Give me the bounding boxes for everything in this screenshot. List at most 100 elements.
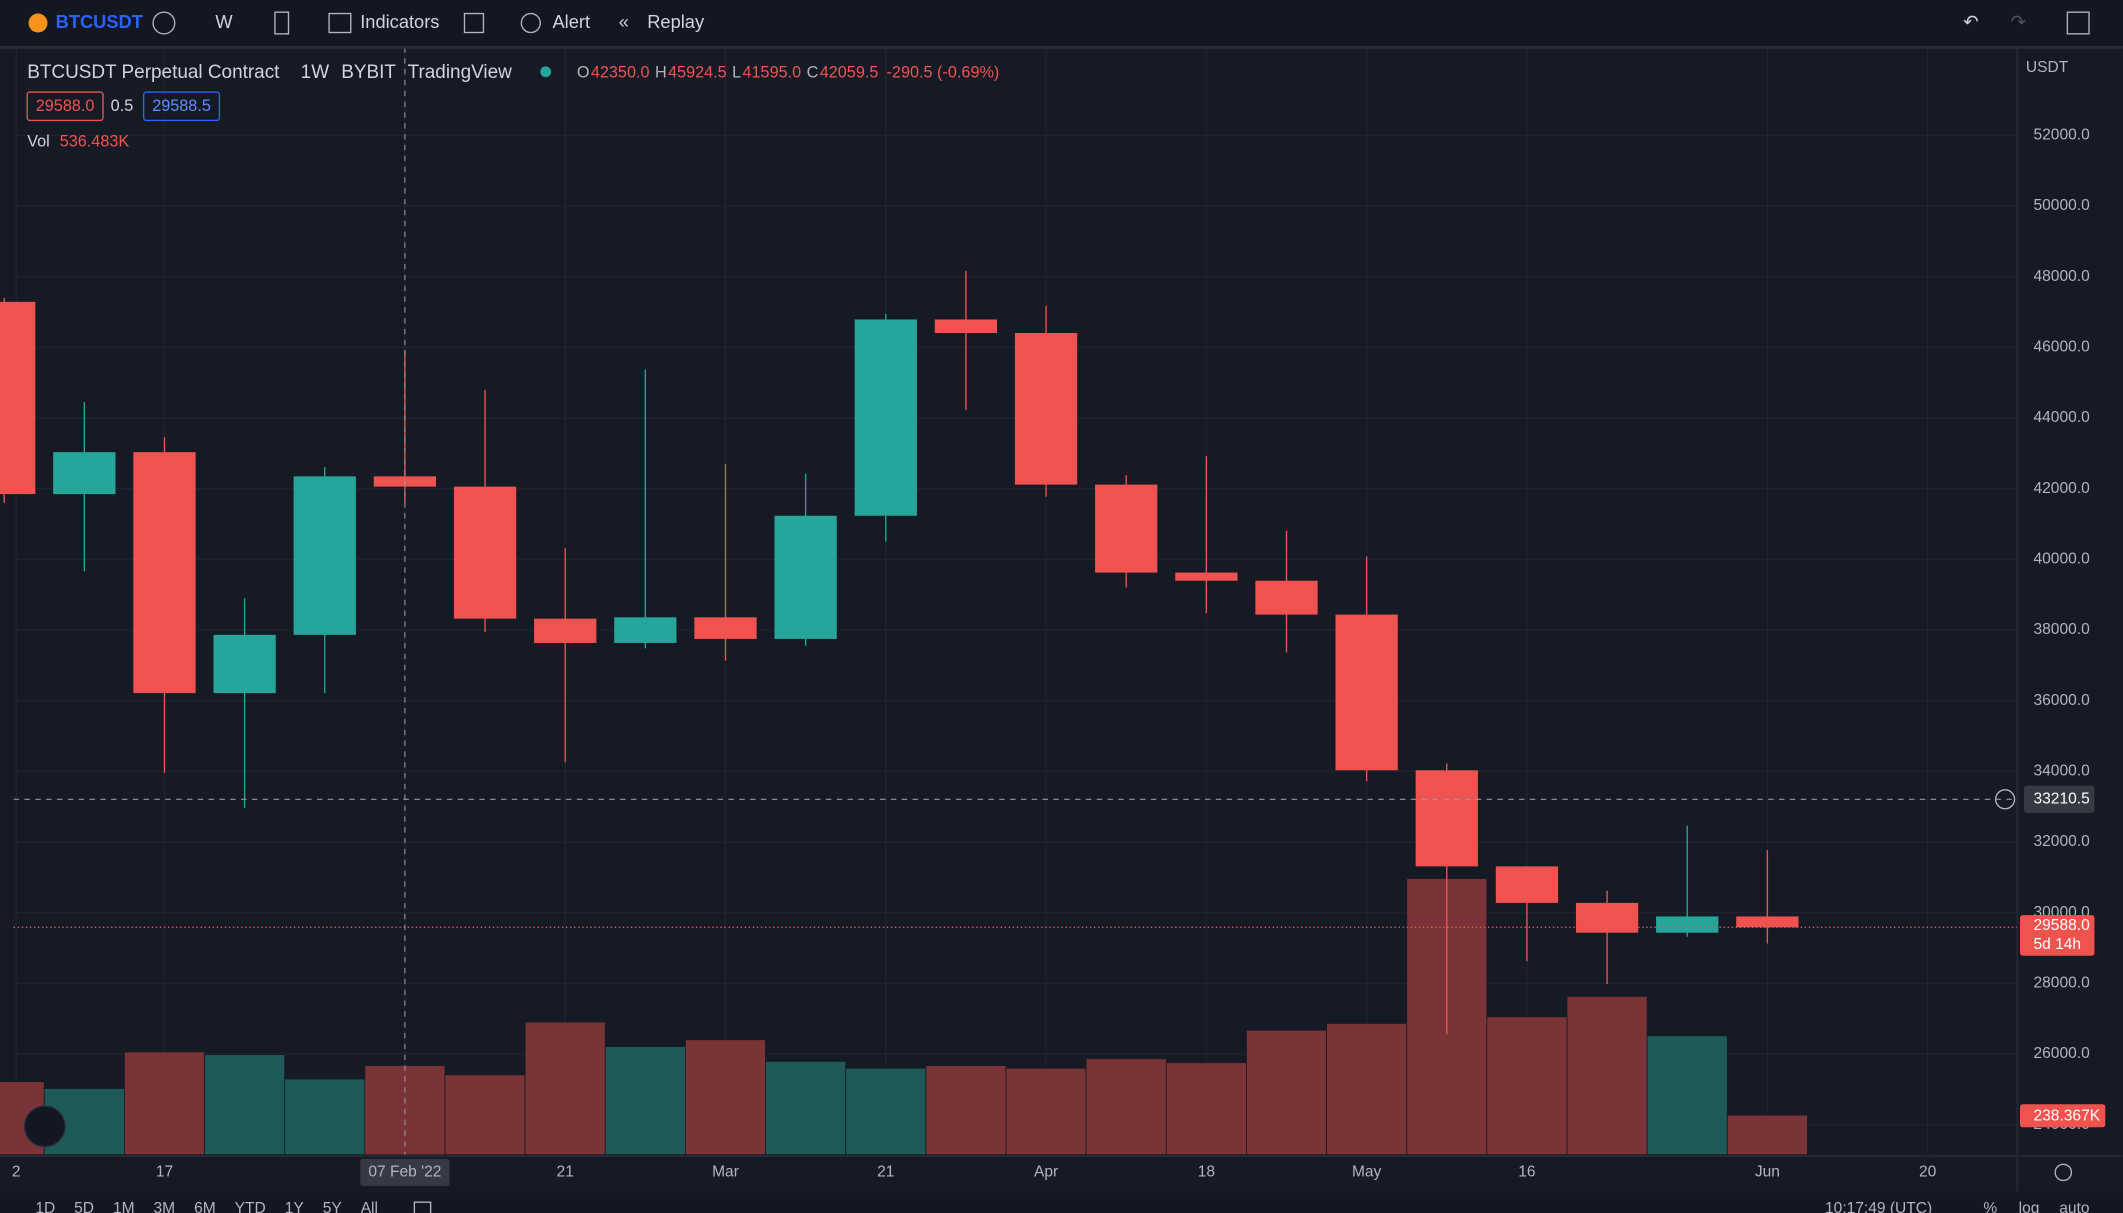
buy-box[interactable] (142, 91, 221, 122)
x-tick-label: May (1352, 1163, 1382, 1180)
range-button[interactable]: 1D (35, 1200, 55, 1213)
x-tick-label: 20 (1919, 1163, 1937, 1180)
range-button[interactable]: 5Y (323, 1200, 343, 1213)
legend-interval: 1W (301, 62, 330, 83)
ohlc-value: 42059.5 (820, 63, 879, 81)
ohlc-key: L (732, 63, 741, 81)
volume-tag: 238.367K (2034, 1108, 2101, 1125)
percent-toggle[interactable]: % (1983, 1200, 1997, 1213)
replay-icon: « (619, 11, 629, 32)
range-button[interactable]: 5D (74, 1200, 94, 1213)
interval[interactable]: W (215, 11, 233, 32)
indicators[interactable]: Indicators (360, 11, 439, 32)
volume-bar (765, 1060, 847, 1156)
logo (23, 1105, 66, 1148)
range-button[interactable]: 3M (154, 1200, 176, 1213)
candle-body (293, 476, 356, 635)
redo[interactable]: ↷ (2011, 11, 2026, 32)
y-tick-label: 46000.0 (2034, 338, 2091, 355)
add-alert (1994, 789, 2016, 810)
volume-bar (204, 1054, 286, 1156)
candle-body (53, 452, 116, 495)
volume-bar (1486, 1016, 1568, 1156)
last-price: 29588.0 (2034, 917, 2091, 934)
y-tick-label: 48000.0 (2034, 268, 2091, 285)
x-tick-label: 18 (1198, 1163, 1215, 1180)
add-symbol[interactable] (152, 11, 176, 35)
candle-body (1095, 484, 1158, 573)
ohlc-value: 41595.0 (743, 63, 802, 81)
range-button[interactable]: 1M (113, 1200, 135, 1213)
settings[interactable] (2054, 1163, 2073, 1182)
market-status (540, 66, 552, 78)
candle-body (453, 486, 517, 619)
crosshair-time-box (360, 1158, 450, 1186)
range-button[interactable]: 6M (194, 1200, 216, 1213)
volume-bar (1566, 996, 1648, 1156)
candle-body (854, 319, 917, 516)
axis-currency[interactable]: USDT (2026, 59, 2069, 76)
volume-bar (1165, 1062, 1247, 1156)
y-tick-label: 44000.0 (2034, 409, 2091, 426)
y-tick-label: 36000.0 (2034, 692, 2091, 709)
volume-bar (444, 1074, 526, 1156)
replay[interactable]: Replay (647, 11, 705, 32)
candle-body (1415, 770, 1478, 867)
buy-price[interactable]: 29588.5 (152, 97, 211, 115)
symbol[interactable]: BTCUSDT (56, 11, 143, 32)
ohlc-key: H (655, 63, 667, 81)
volume-bar (1326, 1023, 1408, 1156)
volume-bar (1646, 1035, 1728, 1156)
alert[interactable]: Alert (552, 11, 590, 32)
y-tick-label: 28000.0 (2034, 975, 2091, 992)
candle-body (133, 452, 196, 694)
alert-icon (520, 12, 541, 34)
layouts[interactable] (463, 12, 485, 34)
range-button[interactable]: 1Y (285, 1200, 305, 1213)
candle-body (1736, 916, 1799, 928)
bottom-bar: 1D 5D 1M 3M 6M YTD 1Y 5Y All 10:17:49 (UTC)% log au… (0, 1192, 2123, 1213)
x-tick-label: Apr (1034, 1163, 1058, 1180)
toolbar (0, 0, 2123, 47)
fullscreen[interactable] (2066, 11, 2090, 35)
volume-tag-box (2019, 1104, 2106, 1128)
candle-body (534, 618, 597, 643)
y-tick-label: 52000.0 (2034, 126, 2091, 143)
symbol-icon (28, 13, 48, 33)
undo[interactable]: ↶ (1963, 11, 1978, 32)
x-tick-label: Jun (1755, 1163, 1780, 1180)
range-button[interactable]: YTD (235, 1200, 266, 1213)
range-button[interactable]: All (361, 1200, 378, 1213)
auto-toggle[interactable]: auto (2059, 1200, 2089, 1213)
volume-bar (604, 1046, 686, 1156)
x-tick-label: 2 (12, 1163, 21, 1180)
sell-box[interactable] (26, 91, 104, 122)
indicators-icon (328, 12, 352, 34)
y-tick-label: 38000.0 (2034, 621, 2091, 638)
candle-body (1255, 580, 1318, 615)
log-toggle[interactable]: log (2019, 1200, 2040, 1213)
volume-bar (845, 1067, 927, 1156)
ohlc-value: 42350.0 (591, 63, 650, 81)
y-tick-label: 42000.0 (2034, 480, 2091, 497)
x-tick-label: 16 (1518, 1163, 1535, 1180)
crosshair-price: 33210.5 (2034, 790, 2090, 807)
chart-type[interactable] (274, 11, 290, 35)
date-range-icon (413, 1201, 432, 1213)
volume-legend-value: 536.483K (60, 132, 130, 150)
clock: 10:17:49 (UTC) (1825, 1200, 1932, 1213)
candle-body (934, 319, 998, 333)
y-tick-label: 34000.0 (2034, 763, 2091, 780)
volume-bar (1726, 1114, 1808, 1156)
candle-body (0, 301, 36, 495)
legend-exchange: BYBIT (341, 62, 396, 83)
candle-body (1495, 866, 1559, 903)
legend-ohlc: O 42350.0 H 45924.5 L 41595.0 C 42059.5 -290.5 (… (577, 63, 999, 81)
plot (0, 47, 2018, 1156)
volume-bar (685, 1039, 766, 1156)
sell-price[interactable]: 29588.0 (36, 97, 95, 115)
x-tick-label: 21 (557, 1163, 574, 1180)
ohlc-change: -290.5 (-0.69%) (887, 63, 1000, 81)
